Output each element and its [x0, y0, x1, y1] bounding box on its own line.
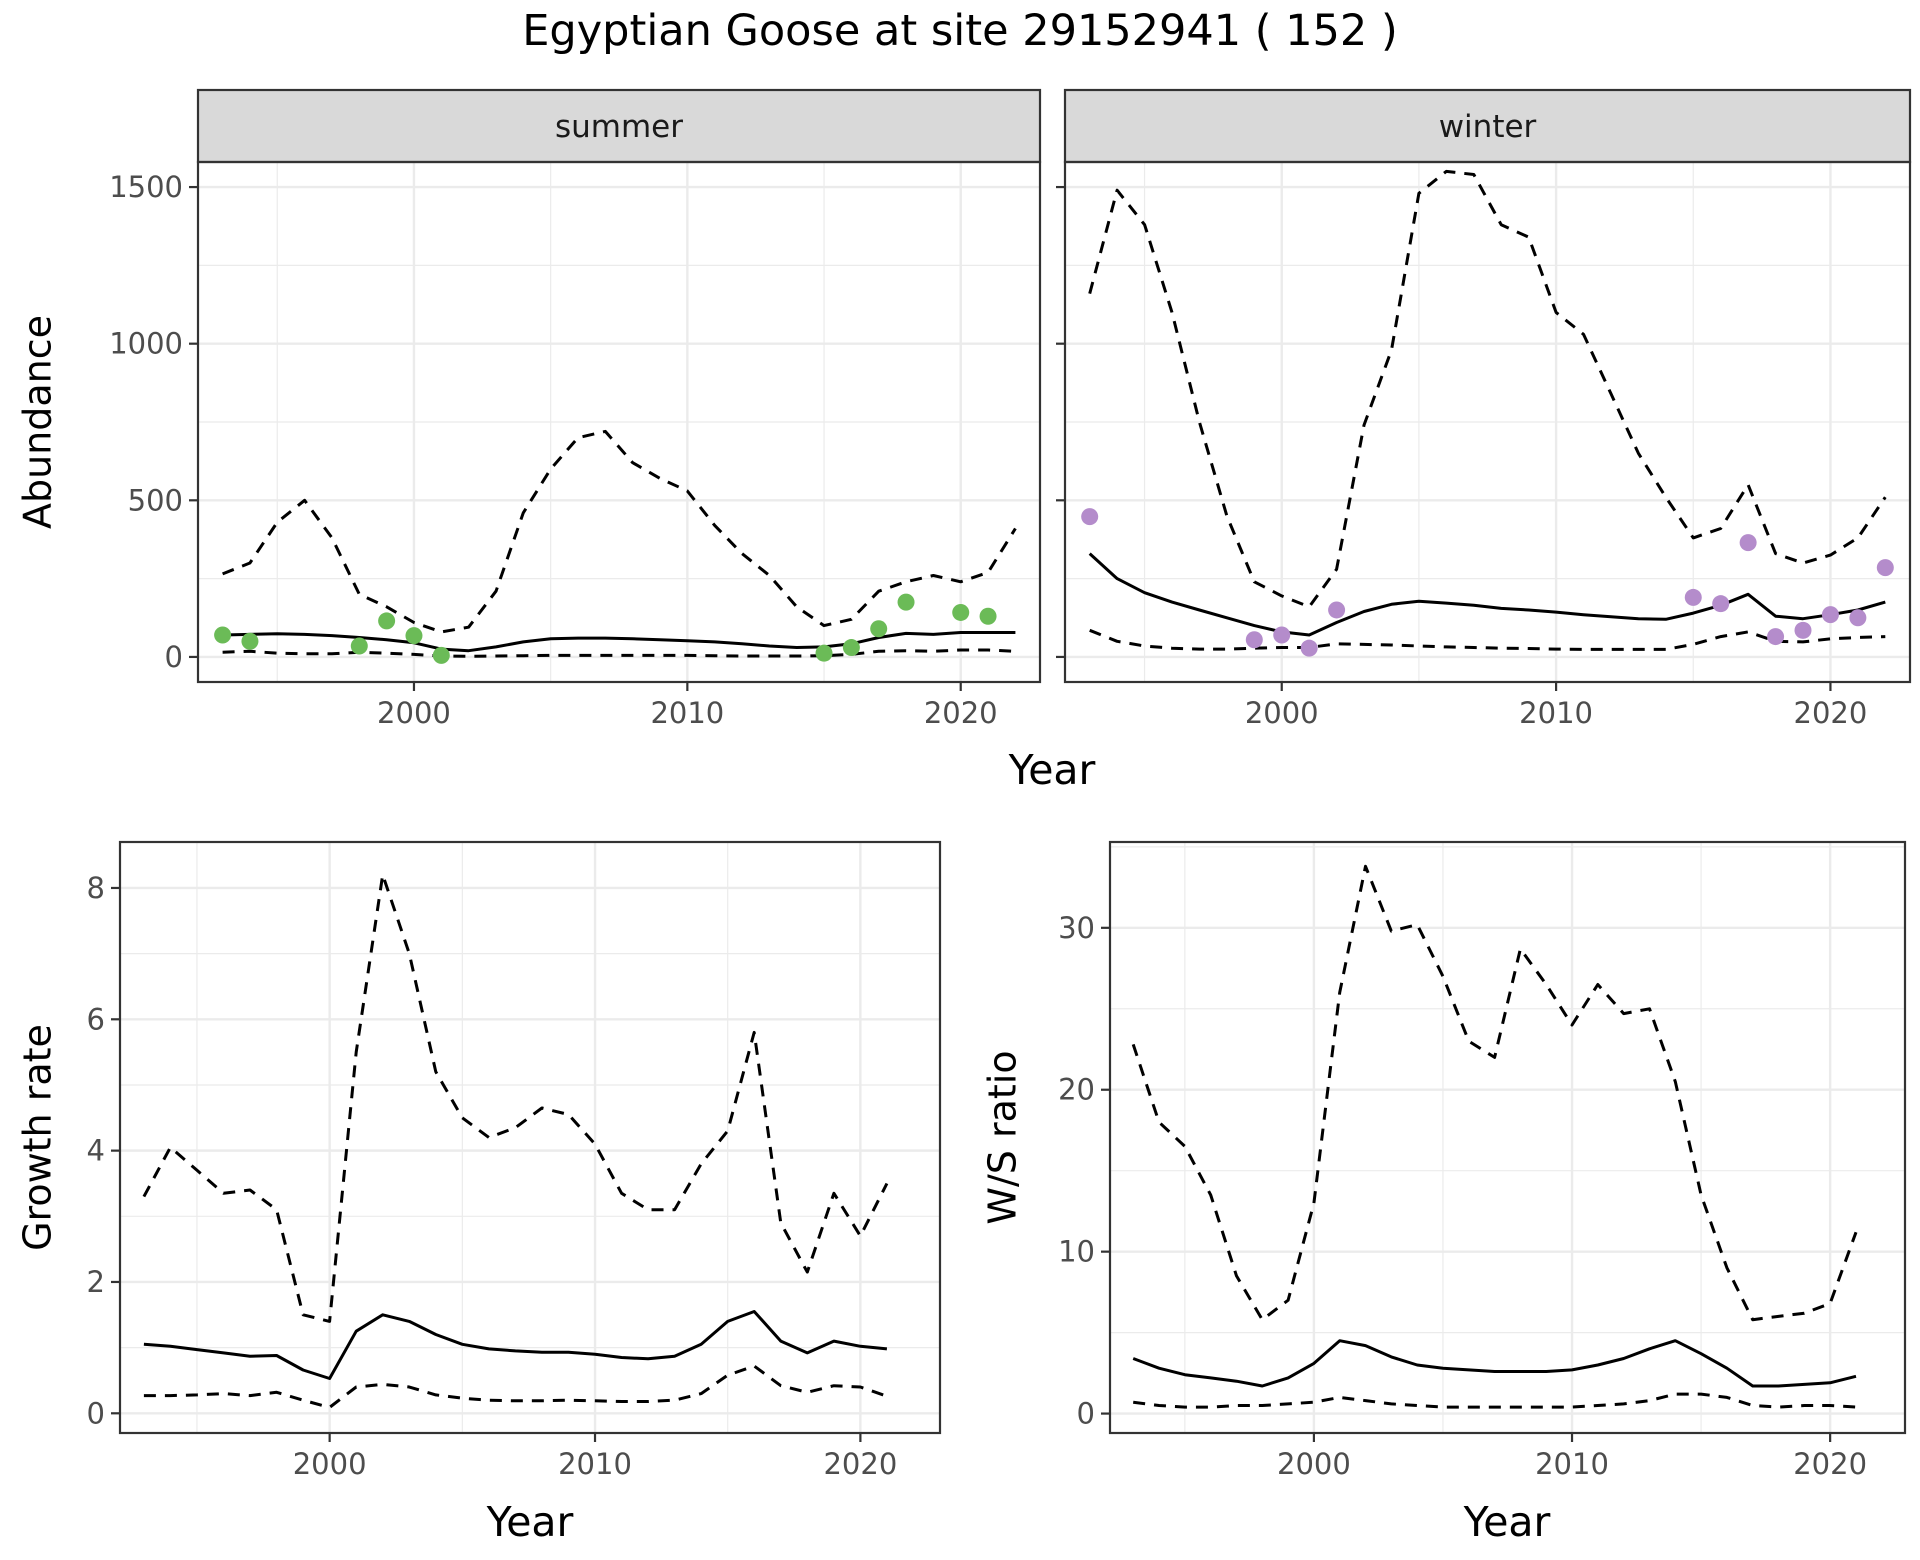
series-line-bound — [222, 648, 1016, 658]
series-line-bound — [1089, 628, 1886, 651]
data-point — [1821, 606, 1839, 624]
x-tick-label: 2000 — [293, 1447, 367, 1481]
y-tick-label: 1000 — [109, 327, 183, 361]
data-point — [1328, 601, 1346, 619]
data-point — [1300, 639, 1318, 657]
x-tick-label: 2010 — [1519, 696, 1593, 730]
data-point — [214, 626, 232, 644]
x-tick-label: 2020 — [1794, 696, 1868, 730]
data-point — [1767, 628, 1785, 646]
data-point — [1794, 621, 1812, 639]
data-point — [241, 632, 259, 650]
data-point — [870, 620, 888, 638]
panel-border — [196, 160, 1042, 684]
data-point — [1684, 588, 1702, 606]
data-point — [897, 593, 915, 611]
data-point — [1273, 626, 1291, 644]
data-point — [432, 646, 450, 664]
y-tick-label: 6 — [87, 1002, 105, 1036]
x-tick-label: 2020 — [924, 696, 998, 730]
panel-border — [1108, 840, 1907, 1435]
y-tick-label: 0 — [1077, 1397, 1095, 1431]
y-tick-label: 30 — [1058, 911, 1095, 945]
data-point — [842, 639, 860, 657]
y-axis-title: W/S ratio — [981, 1050, 1025, 1224]
data-point — [378, 612, 396, 630]
data-point — [1849, 609, 1867, 627]
series-line-bound — [1088, 169, 1887, 609]
facet-strip-label: winter — [1439, 109, 1537, 145]
series-line-estimate — [1088, 552, 1886, 637]
x-tick-label: 2000 — [1277, 1447, 1351, 1481]
series-line-bound — [1131, 864, 1858, 1322]
y-tick-label: 500 — [128, 483, 183, 517]
data-point — [1739, 534, 1757, 552]
panel-border — [1063, 160, 1912, 684]
x-tick-label: 2020 — [823, 1447, 897, 1481]
series-line-estimate — [143, 1310, 888, 1380]
series-line-bound — [1133, 1392, 1857, 1409]
series-line-bound — [222, 429, 1017, 634]
series-line-bound — [142, 873, 889, 1323]
series-line-estimate — [222, 631, 1016, 653]
x-tick-label: 2010 — [650, 696, 724, 730]
data-point — [815, 644, 833, 662]
series-line-estimate — [1132, 1339, 1857, 1388]
y-axis-title: Abundance — [16, 315, 60, 529]
x-tick-label: 2010 — [558, 1447, 632, 1481]
y-tick-label: 0 — [87, 1396, 105, 1430]
data-point — [405, 627, 423, 645]
x-axis-title: Year — [1463, 1498, 1551, 1546]
data-point — [952, 603, 970, 621]
facet-strip-label: summer — [555, 109, 683, 145]
y-tick-label: 4 — [87, 1134, 105, 1168]
y-tick-label: 0 — [165, 640, 183, 674]
y-axis-title: Growth rate — [16, 1024, 60, 1251]
x-tick-label: 2020 — [1793, 1447, 1867, 1481]
x-axis-title-top: Year — [1008, 746, 1096, 794]
y-tick-label: 10 — [1058, 1235, 1095, 1269]
series-line-bound — [143, 1364, 888, 1409]
y-tick-label: 8 — [87, 871, 105, 905]
x-tick-label: 2000 — [377, 696, 451, 730]
chart-title: Egyptian Goose at site 29152941 ( 152 ) — [522, 6, 1398, 56]
data-point — [1712, 595, 1730, 613]
panel-border — [118, 840, 942, 1435]
data-point — [1245, 631, 1263, 649]
panel-summer: summer 2000 2010 2020 0 500 1000 1500 Abundance — [16, 88, 1042, 730]
data-point — [979, 607, 997, 625]
x-axis-title: Year — [486, 1498, 574, 1546]
data-point — [1081, 508, 1099, 526]
data-point — [1876, 559, 1894, 577]
panel-ratio: 2000 2010 2020 0 10 20 30 W/S ratio Year — [981, 840, 1907, 1546]
panel-winter: winter 2000 2010 2020 — [1056, 88, 1912, 730]
data-point — [350, 637, 368, 655]
y-tick-label: 1500 — [109, 170, 183, 204]
y-tick-label: 2 — [87, 1265, 105, 1299]
panel-growth: 2000 2010 2020 0 2 4 6 8 Growth rate Year — [16, 840, 942, 1546]
y-tick-label: 20 — [1058, 1073, 1095, 1107]
x-tick-label: 2010 — [1535, 1447, 1609, 1481]
x-tick-label: 2000 — [1245, 696, 1319, 730]
